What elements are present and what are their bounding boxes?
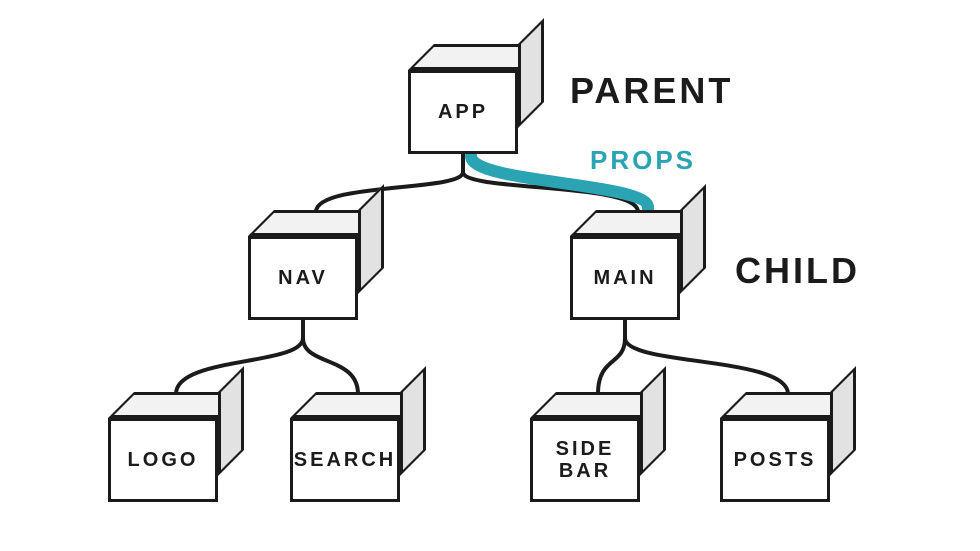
annotation-child: CHILD xyxy=(735,250,860,292)
node-logo: LOGO xyxy=(108,392,218,476)
edge-nav-search xyxy=(303,338,358,394)
node-label: SEARCH xyxy=(294,449,396,471)
cube-front-face: MAIN xyxy=(570,236,680,320)
node-search: SEARCH xyxy=(290,392,400,476)
node-label: LOGO xyxy=(128,449,199,471)
node-label: MAIN xyxy=(593,267,656,289)
cube-front-face: SIDE BAR xyxy=(530,418,640,502)
edge-app-main xyxy=(463,172,638,212)
cube-side-face xyxy=(640,366,666,476)
cube-side-face xyxy=(518,18,544,128)
component-tree-diagram: APP NAV MAIN LOGO SEARCH SIDE BAR POSTS PARENT P… xyxy=(0,0,980,551)
edge-app-nav xyxy=(316,172,463,212)
node-label: NAV xyxy=(278,267,328,289)
node-sidebar: SIDE BAR xyxy=(530,392,640,476)
cube-side-face xyxy=(830,366,856,476)
cube-side-face xyxy=(358,184,384,294)
cube-front-face: SEARCH xyxy=(290,418,400,502)
node-posts: POSTS xyxy=(720,392,830,476)
node-nav: NAV xyxy=(248,210,358,294)
cube-side-face xyxy=(400,366,426,476)
node-label: POSTS xyxy=(734,449,817,471)
cube-front-face: POSTS xyxy=(720,418,830,502)
cube-side-face xyxy=(680,184,706,294)
node-main: MAIN xyxy=(570,210,680,294)
annotation-parent: PARENT xyxy=(570,70,733,112)
cube-side-face xyxy=(218,366,244,476)
node-label: APP xyxy=(438,101,488,123)
node-app: APP xyxy=(408,44,518,128)
cube-front-face: NAV xyxy=(248,236,358,320)
cube-front-face: APP xyxy=(408,70,518,154)
node-label: SIDE BAR xyxy=(556,438,615,482)
cube-front-face: LOGO xyxy=(108,418,218,502)
annotation-props: PROPS xyxy=(590,145,696,176)
edge-main-sidebar xyxy=(598,338,625,394)
